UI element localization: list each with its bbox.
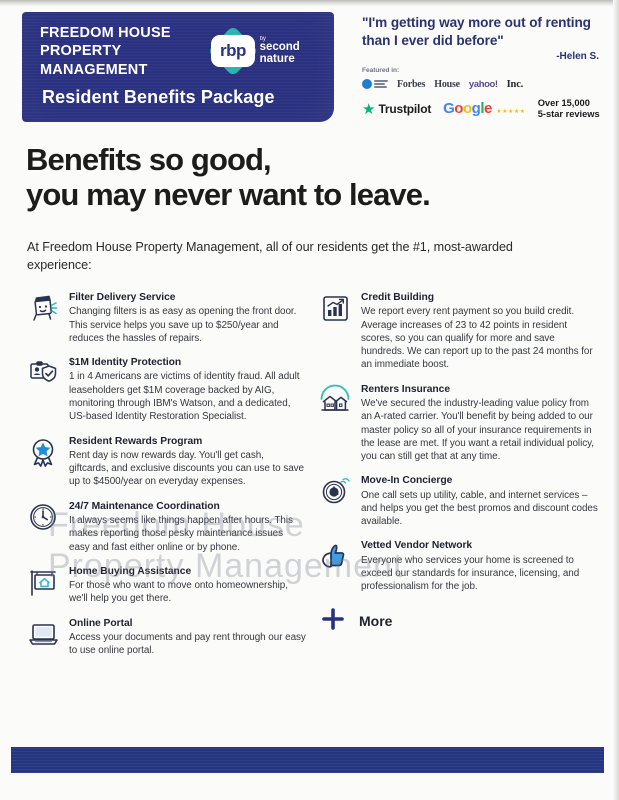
benefit-body: Resident Rewards Program Rent day is now… (69, 435, 306, 489)
page-subheadline: At Freedom House Property Management, al… (27, 240, 513, 273)
benefit-description: For those who want to move onto homeowne… (69, 580, 288, 605)
benefit-title: Renters Insurance (361, 383, 450, 395)
benefit-description: Everyone who services your home is scree… (361, 554, 580, 593)
benefit-title: Online Portal (69, 617, 133, 629)
benefit-identity-protection: $1M Identity Protection 1 in 4 Americans… (26, 356, 306, 423)
business-insider-dot (362, 79, 372, 90)
benefits-columns: Filter Delivery Service Changing filters… (26, 291, 598, 669)
scan-right-edge (613, 0, 619, 800)
benefit-description: One call sets up utility, cable, and int… (361, 489, 598, 528)
benefit-resident-rewards-program: Resident Rewards Program Rent day is now… (26, 435, 306, 489)
press-testimonial-block: "I'm getting way more out of renting tha… (362, 14, 605, 120)
headline-line-2: you may never want to leave. (26, 176, 431, 212)
trustpilot-badge: ★ Trustpilot (362, 102, 431, 117)
benefit-body: Renters Insurance We've secured the indu… (361, 383, 598, 464)
trustpilot-label: Trustpilot (378, 102, 432, 117)
rbp-logo-plate: rbp (211, 35, 255, 67)
testimonial-quote: "I'm getting way more out of renting tha… (362, 15, 591, 48)
benefit-body: $1M Identity Protection 1 in 4 Americans… (69, 356, 306, 423)
benefits-column-left: Filter Delivery Service Changing filters… (26, 291, 306, 669)
benefit-title: Resident Rewards Program (69, 435, 203, 447)
scan-top-edge (0, 0, 619, 7)
benefit-description: Access your documents and pay rent throu… (69, 632, 306, 657)
press-logo-row: Forbes House yahoo! Inc. (362, 77, 605, 91)
more-benefits-row: More (320, 606, 598, 637)
rbp-logo-mark: rbp (207, 25, 259, 77)
rbp-second-nature-logo: rbp by second nature (207, 25, 334, 77)
benefit-description: Changing filters is as easy as opening t… (69, 306, 297, 344)
more-label: More (359, 613, 393, 630)
benefit-vetted-vendor-network: Vetted Vendor Network Everyone who servi… (318, 539, 598, 593)
thumbs-up-icon (318, 539, 352, 574)
benefit-renters-insurance: Renters Insurance We've secured the indu… (318, 383, 598, 464)
laptop-icon (26, 617, 60, 652)
star-icon: ★ (362, 100, 376, 118)
yahoo-logo: yahoo! (468, 78, 498, 90)
forbes-logo: Forbes (397, 78, 426, 90)
featured-in-label: Featured in: (362, 67, 400, 75)
header-band: Freedom House Property Management rbp by… (22, 12, 334, 122)
reviews-count-line1: Over 15,000 (537, 98, 590, 109)
benefit-credit-building: Credit Building We report every rent pay… (318, 291, 598, 372)
google-badge: Google ★★★★★ (443, 100, 526, 118)
benefits-column-right: Credit Building We report every rent pay… (318, 291, 598, 669)
benefit-description: We've secured the industry-leading value… (361, 398, 594, 463)
second-nature-by: by (259, 35, 266, 42)
benefit-title: Credit Building (361, 292, 435, 303)
benefit-body: Credit Building We report every rent pay… (361, 291, 598, 372)
benefit-title: Home Buying Assistance (69, 565, 192, 577)
identity-protection-icon (26, 356, 60, 391)
house-logo: House (434, 78, 460, 90)
benefit-home-buying-assistance: Home Buying Assistance For those who wan… (26, 565, 306, 606)
second-nature-name: second nature (259, 41, 300, 66)
benefit-body: Move-In Concierge One call sets up utili… (361, 474, 598, 528)
move-in-concierge-icon (318, 474, 352, 509)
benefit-body: Online Portal Access your documents and … (69, 617, 306, 658)
company-name: Freedom House Property Management (40, 25, 171, 78)
benefit-body: Filter Delivery Service Changing filters… (69, 291, 306, 345)
page-headline: Benefits so good, you may never want to … (26, 142, 596, 212)
benefit-filter-delivery-service: Filter Delivery Service Changing filters… (26, 291, 306, 345)
rbp-logo-text: rbp (220, 41, 246, 60)
benefit-description: We report every rent payment so you buil… (361, 306, 593, 371)
benefit-maintenance-coordination: 24/7 Maintenance Coordination It always … (26, 500, 306, 554)
package-title: Resident Benefits Package (42, 87, 275, 107)
filter-delivery-icon (26, 291, 60, 326)
headline-line-1: Benefits so good, (26, 142, 272, 177)
benefit-description: 1 in 4 Americans are victims of identity… (69, 371, 300, 423)
renters-insurance-icon (318, 383, 352, 418)
review-badges-row: ★ Trustpilot Google ★★★★★ Over 15,000 5-… (362, 98, 605, 120)
benefit-body: Vetted Vendor Network Everyone who servi… (361, 539, 598, 593)
benefit-title: $1M Identity Protection (69, 357, 182, 369)
benefit-body: 24/7 Maintenance Coordination It always … (69, 500, 306, 554)
benefit-title: 24/7 Maintenance Coordination (69, 500, 220, 512)
reviews-count-line2: 5-star reviews (537, 109, 600, 120)
home-sign-icon (26, 565, 60, 600)
rewards-badge-icon (26, 435, 60, 470)
clock-icon (26, 500, 60, 535)
business-insider-icon (362, 79, 388, 90)
benefit-move-in-concierge: Move-In Concierge One call sets up utili… (318, 474, 598, 528)
google-stars-icon: ★★★★★ (496, 109, 526, 116)
second-nature-wordmark: by second nature (260, 36, 334, 66)
inc-logo: Inc. (506, 78, 524, 90)
benefit-title: Vetted Vendor Network (361, 540, 473, 552)
credit-chart-icon (318, 291, 352, 326)
benefit-description: It always seems like things happen after… (69, 515, 293, 553)
benefit-description: Rent day is now rewards day. You'll get … (69, 449, 304, 488)
testimonial-attribution: -Helen S. (556, 51, 599, 63)
reviews-count: Over 15,000 5-star reviews (538, 98, 600, 120)
benefit-body: Home Buying Assistance For those who wan… (69, 565, 306, 606)
benefit-title: Filter Delivery Service (69, 292, 176, 303)
benefit-online-portal: Online Portal Access your documents and … (26, 617, 306, 658)
plus-icon (320, 606, 346, 637)
business-insider-bars (374, 80, 388, 88)
benefit-title: Move-In Concierge (361, 475, 453, 487)
google-logo: Google (443, 100, 492, 118)
footer-bar (11, 747, 604, 773)
